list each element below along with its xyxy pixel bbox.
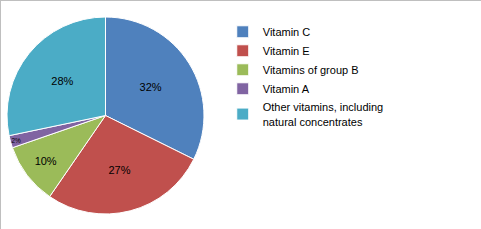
- svg-text:Other vitamins, includingnatur: Other vitamins, includingnatural concent…: [263, 101, 383, 127]
- svg-text:Vitamin E: Vitamin E: [263, 45, 310, 57]
- svg-text:28%: 28%: [51, 75, 73, 87]
- svg-text:2%: 2%: [12, 137, 22, 144]
- svg-text:Vitamin C: Vitamin C: [263, 26, 311, 38]
- svg-text:10%: 10%: [35, 155, 57, 167]
- svg-text:32%: 32%: [140, 81, 162, 93]
- svg-text:Vitamin A: Vitamin A: [263, 83, 310, 95]
- svg-text:Vitamins of group B: Vitamins of group B: [263, 64, 359, 76]
- svg-text:27%: 27%: [108, 164, 130, 176]
